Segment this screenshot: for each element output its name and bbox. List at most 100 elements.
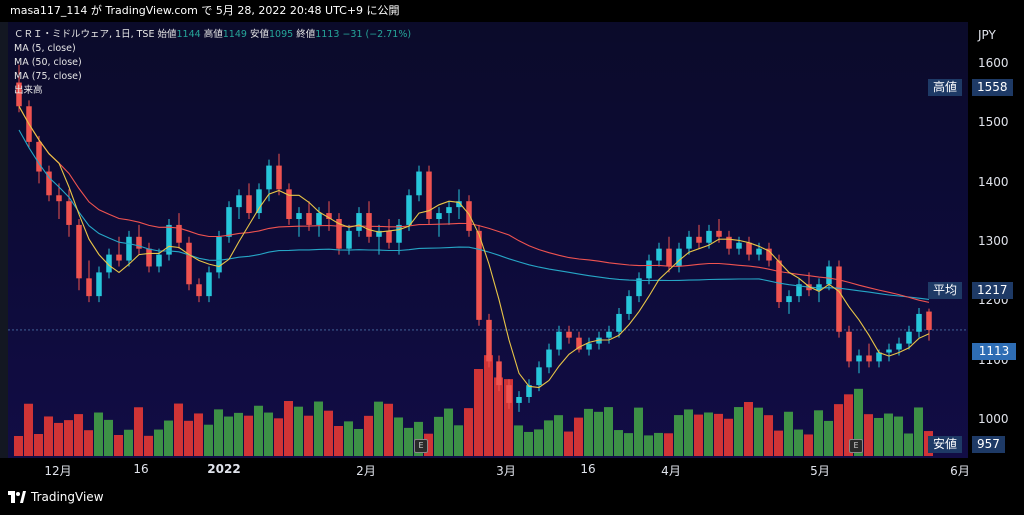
volume-bar — [724, 418, 733, 456]
candle-body — [556, 331, 562, 350]
earnings-marker-1[interactable]: E — [414, 439, 428, 453]
y-tick-1000: 1000 — [978, 412, 1009, 426]
publish-header: masa117_114 が TradingView.com で 5月 28, 2… — [0, 0, 1024, 22]
volume-bar — [784, 411, 793, 456]
candle-body — [206, 272, 212, 297]
candle-body — [56, 195, 62, 202]
close-value: 1113 — [315, 29, 340, 40]
high-tag-label: 高値 — [928, 79, 963, 96]
volume-bar — [574, 417, 583, 456]
volume-bar — [834, 404, 843, 456]
currency-label: JPY — [978, 28, 996, 42]
candle-body — [516, 397, 522, 403]
volume-bar — [314, 401, 323, 456]
candle-body — [776, 260, 782, 303]
candle-body — [826, 266, 832, 285]
volume-bar — [284, 401, 293, 456]
volume-bar — [234, 412, 243, 456]
volume-bar — [64, 420, 73, 456]
candle-body — [346, 230, 352, 249]
volume-bar — [214, 409, 223, 456]
volume-bar — [34, 433, 43, 456]
volume-bar — [524, 431, 533, 456]
ma75-legend[interactable]: MA (75, close) — [14, 71, 82, 82]
ma75-line — [18, 129, 930, 300]
candle-body — [376, 230, 382, 237]
candle-body — [576, 337, 582, 350]
candlestick-chart[interactable] — [8, 22, 968, 458]
candle-body — [96, 272, 102, 297]
low-tag-value: 957 — [972, 436, 1005, 453]
x-tick-16a: 16 — [133, 462, 149, 476]
volume-bar — [194, 413, 203, 456]
candle-body — [66, 201, 72, 225]
chart-area[interactable] — [8, 22, 968, 458]
volume-bar — [764, 415, 773, 456]
time-axis[interactable]: 12月 16 2022 2月 3月 16 4月 5月 6月 — [0, 458, 1024, 480]
volume-bar — [264, 412, 273, 456]
volume-bar — [554, 415, 563, 456]
x-tick-dec: 12月 — [44, 464, 72, 478]
candle-body — [796, 284, 802, 297]
candle-body — [696, 236, 702, 243]
candle-body — [386, 230, 392, 243]
low-label: 安値 — [249, 29, 269, 40]
volume-bar — [514, 425, 523, 456]
volume-bar — [94, 412, 103, 456]
volume-bar — [404, 427, 413, 456]
x-tick-jun: 6月 — [950, 464, 970, 478]
volume-bar — [324, 410, 333, 456]
volume-bar — [704, 412, 713, 456]
x-tick-apr: 4月 — [661, 464, 681, 478]
candle-body — [606, 331, 612, 338]
volume-bar — [44, 416, 53, 456]
volume-bar — [774, 430, 783, 456]
candle-body — [546, 349, 552, 368]
tradingview-logo-icon — [8, 491, 26, 503]
candle-body — [146, 248, 152, 267]
volume-legend[interactable]: 出来高 — [14, 85, 43, 96]
volume-bar — [854, 388, 863, 456]
high-tag-value: 1558 — [972, 79, 1013, 96]
y-tick-1600: 1600 — [978, 56, 1009, 70]
candle-body — [626, 296, 632, 314]
volume-bar — [174, 403, 183, 456]
volume-bar — [154, 429, 163, 456]
volume-bar — [274, 418, 283, 456]
candle-body — [506, 385, 512, 403]
ma5-line — [18, 106, 930, 389]
candle-body — [246, 195, 252, 214]
tradingview-brand: TradingView — [31, 490, 104, 504]
volume-bar — [594, 411, 603, 456]
candle-body — [866, 355, 872, 362]
tradingview-logo[interactable]: TradingView — [8, 490, 104, 504]
candle-body — [916, 313, 922, 332]
volume-bar — [674, 415, 683, 456]
candle-body — [476, 230, 482, 320]
candle-body — [16, 82, 22, 107]
candle-body — [76, 224, 82, 279]
volume-bar — [534, 429, 543, 456]
open-value: 1144 — [176, 29, 201, 40]
earnings-marker-2[interactable]: E — [849, 439, 863, 453]
candle-body — [636, 278, 642, 297]
volume-bar — [364, 415, 373, 456]
volume-bar — [204, 424, 213, 456]
ma50-legend[interactable]: MA (50, close) — [14, 57, 82, 68]
ma5-legend[interactable]: MA (5, close) — [14, 43, 76, 54]
candle-body — [306, 213, 312, 225]
volume-bar — [894, 416, 903, 456]
candle-body — [336, 219, 342, 249]
candle-body — [136, 236, 142, 249]
candle-body — [226, 207, 232, 237]
volume-bar — [294, 406, 303, 456]
volume-bar — [624, 433, 633, 456]
candle-body — [106, 254, 112, 273]
candle-body — [186, 242, 192, 285]
volume-bar — [614, 430, 623, 456]
low-tag-label: 安値 — [928, 436, 963, 453]
volume-bar — [744, 402, 753, 456]
volume-bar — [184, 420, 193, 456]
volume-bar — [714, 413, 723, 456]
volume-bar — [914, 407, 923, 456]
